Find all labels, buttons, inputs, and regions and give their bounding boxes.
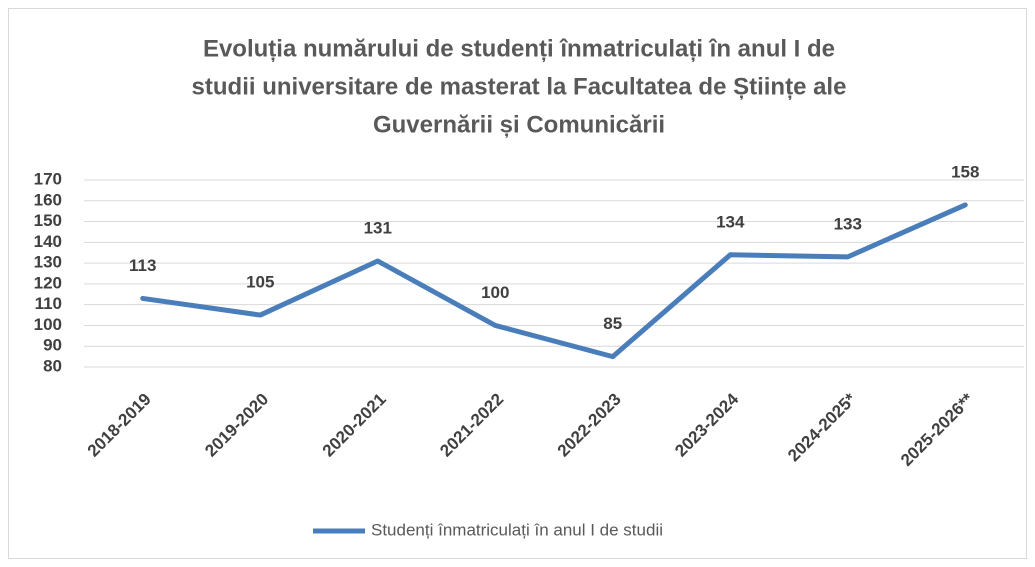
y-tick-label: 160 bbox=[34, 190, 62, 209]
data-label: 113 bbox=[129, 256, 156, 275]
y-tick-label: 140 bbox=[34, 232, 62, 251]
legend-label: Studenți înmatriculați în anul I de stud… bbox=[371, 520, 663, 539]
y-tick-label: 150 bbox=[34, 211, 62, 230]
data-label: 100 bbox=[481, 283, 509, 302]
data-label: 133 bbox=[834, 214, 862, 233]
y-tick-label: 90 bbox=[43, 336, 62, 355]
line bbox=[140, 202, 968, 360]
y-tick-label: 100 bbox=[34, 315, 62, 334]
y-tick-label: 80 bbox=[43, 356, 62, 375]
data-label: 131 bbox=[364, 219, 392, 238]
data-label: 105 bbox=[246, 273, 274, 292]
y-tick-label: 120 bbox=[34, 273, 62, 292]
y-tick-label: 170 bbox=[34, 169, 62, 188]
data-label: 158 bbox=[951, 162, 979, 181]
chart-title: studii universitare de masterat la Facul… bbox=[192, 73, 847, 100]
y-tick-label: 130 bbox=[34, 253, 62, 272]
chart-title: Guvernării și Comunicării bbox=[373, 111, 665, 138]
data-label: 85 bbox=[603, 314, 622, 333]
data-label: 134 bbox=[716, 212, 745, 231]
y-tick-label: 110 bbox=[35, 294, 62, 313]
chart-title: Evoluția numărului de studenți înmatricu… bbox=[203, 35, 835, 62]
